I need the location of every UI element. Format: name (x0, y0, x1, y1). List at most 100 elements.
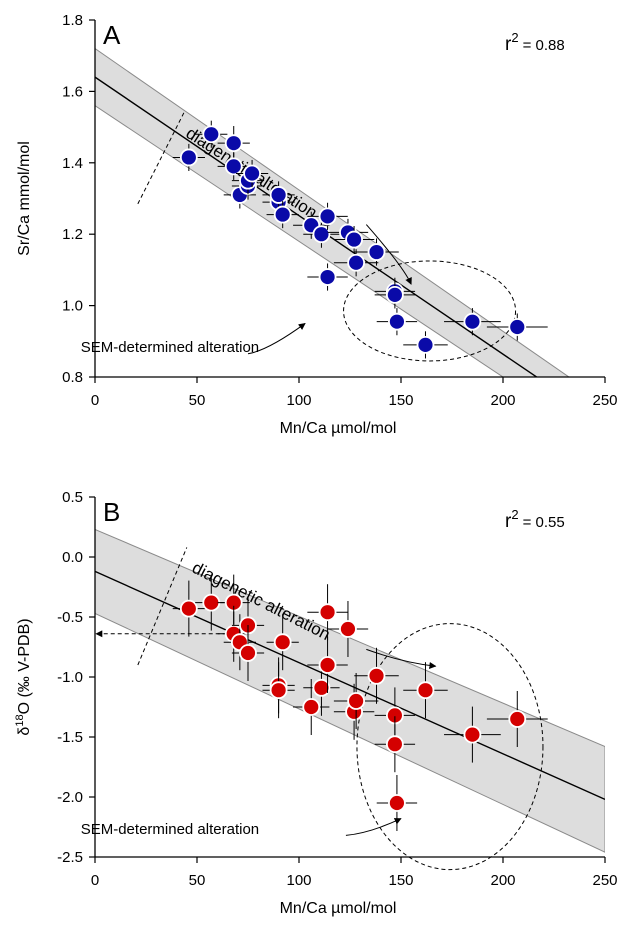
y-tick-label: -1.5 (57, 729, 83, 746)
sem-ellipse (343, 260, 517, 362)
data-point (195, 120, 228, 148)
data-marker (388, 312, 406, 331)
x-tick-label: 200 (490, 392, 515, 409)
data-point (172, 143, 205, 172)
data-point (307, 263, 348, 291)
regression-line (95, 570, 605, 801)
y-tick-label: 1.2 (62, 226, 83, 243)
data-marker (388, 794, 406, 812)
band-group (95, 528, 605, 853)
data-marker (243, 164, 261, 183)
sem-ellipse (356, 623, 544, 871)
x-tick-label: 100 (286, 872, 311, 889)
data-point (376, 308, 418, 336)
data-marker (312, 225, 331, 244)
data-point (374, 716, 416, 773)
dashed-divider (137, 110, 186, 205)
data-marker (318, 656, 337, 674)
x-tick-label: 200 (490, 872, 515, 889)
data-point (231, 625, 265, 681)
data-marker (339, 620, 357, 638)
r-squared-value: = 0.55 (523, 514, 565, 531)
y-tick-label: 0.8 (62, 369, 83, 386)
data-marker (385, 285, 404, 304)
data-marker (508, 710, 527, 728)
x-tick-label: 50 (189, 392, 206, 409)
data-point (403, 331, 448, 359)
data-point (444, 706, 501, 763)
r-squared-r: r (505, 34, 512, 55)
y-tick-label: 1.4 (62, 155, 83, 172)
panel-letter: A (103, 20, 121, 50)
data-point (172, 580, 205, 637)
diagenetic-arrow (366, 648, 437, 669)
data-point (293, 679, 330, 735)
data-marker (202, 125, 221, 144)
data-marker (312, 678, 331, 697)
y-tick-label: 0.5 (62, 489, 83, 506)
data-point (262, 181, 295, 209)
r-squared-value: = 0.88 (523, 37, 565, 54)
data-marker (416, 335, 435, 354)
panel-letter: B (103, 497, 120, 527)
x-tick-label: 150 (388, 872, 413, 889)
data-point (307, 637, 348, 693)
data-marker (463, 312, 482, 331)
data-marker (273, 633, 292, 652)
data-point (403, 662, 448, 719)
data-marker (347, 692, 366, 710)
data-marker (367, 666, 386, 685)
data-marker (347, 253, 366, 272)
data-marker (224, 157, 243, 176)
data-marker (269, 186, 288, 204)
data-point (333, 249, 379, 277)
y-tick-label: 1.6 (62, 83, 83, 100)
data-point (217, 152, 250, 180)
data-point (486, 691, 548, 747)
data-marker (273, 205, 292, 224)
data-point (333, 673, 379, 729)
data-marker (318, 207, 337, 226)
dashed-divider (137, 547, 188, 666)
r-squared-label: r2 = 0.88 (505, 30, 565, 55)
panel-a: 0 50 100 150 200 250 0.8 1.0 1.2 1.4 1.6 1.8 Mn/Ca µ… (16, 12, 618, 437)
data-marker (345, 230, 363, 249)
sem-arrow (247, 323, 306, 355)
data-point (444, 308, 501, 336)
data-marker (508, 318, 527, 336)
x-axis-title: Mn/Ca µmol/mol (280, 900, 397, 917)
data-point (307, 202, 348, 230)
regression-line (95, 76, 538, 377)
x-tick-label: 150 (388, 392, 413, 409)
x-axis-title: Mn/Ca µmol/mol (280, 420, 397, 437)
data-point (333, 225, 375, 254)
data-point (235, 159, 269, 188)
data-point (307, 584, 348, 641)
y-tick-label: -1.0 (57, 669, 83, 686)
x-tick-label: 100 (286, 392, 311, 409)
y-tick-label: 0.0 (62, 549, 83, 566)
data-marker (179, 599, 198, 618)
data-marker (302, 698, 321, 716)
confidence-band (95, 528, 605, 853)
data-point (374, 687, 416, 744)
x-tick-label: 250 (592, 872, 617, 889)
data-point (354, 238, 399, 266)
y-tick-label: 1.0 (62, 298, 83, 315)
data-marker (318, 268, 337, 286)
data-point (376, 775, 418, 831)
data-marker (318, 603, 337, 622)
r-squared-exponent: 2 (511, 507, 518, 522)
data-marker (385, 735, 404, 754)
data-point (354, 647, 399, 704)
data-point (486, 313, 548, 341)
x-tick-label: 0 (91, 392, 99, 409)
data-point (327, 601, 369, 657)
r-squared-exponent: 2 (511, 30, 518, 45)
data-marker (463, 725, 482, 744)
y-tick-label: -2.0 (57, 789, 83, 806)
sem-label: SEM-determined alteration (81, 339, 259, 356)
x-tick-label: 50 (189, 872, 206, 889)
data-marker (202, 593, 221, 612)
